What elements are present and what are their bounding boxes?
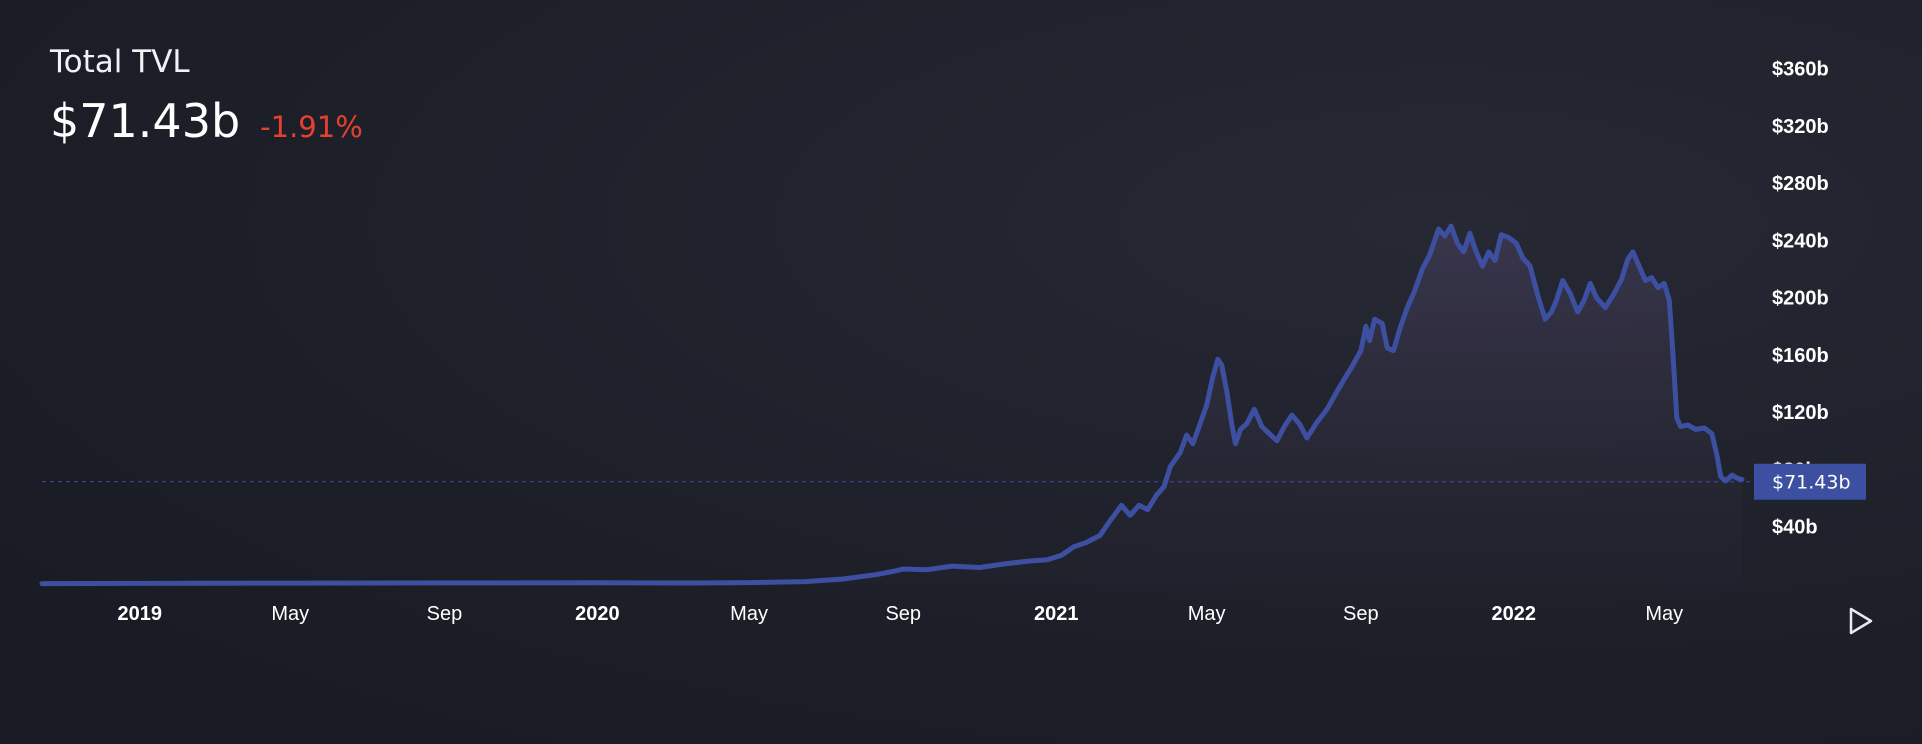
current-value-badge-bg	[1754, 463, 1866, 500]
x-tick-label: Sep	[885, 603, 921, 625]
value-row: $71.43b -1.91%	[50, 94, 363, 148]
y-tick-label: $200b	[1772, 288, 1829, 310]
current-value-badge: $71.43b	[1754, 463, 1866, 500]
y-tick-label: $360b	[1772, 59, 1829, 81]
x-tick-label: 2022	[1492, 603, 1537, 625]
y-tick-label: $240b	[1772, 230, 1829, 252]
y-tick-label: $320b	[1772, 116, 1829, 138]
current-value-badge-label: $71.43b	[1772, 472, 1851, 494]
x-tick-label: 2020	[575, 603, 620, 625]
y-tick-label: $40b	[1772, 517, 1818, 539]
header: Total TVL $71.43b -1.91%	[50, 44, 363, 148]
x-tick-label: May	[1645, 603, 1683, 625]
x-tick-label: 2021	[1034, 603, 1079, 625]
play-button[interactable]	[1848, 606, 1874, 636]
play-icon	[1849, 607, 1873, 635]
x-tick-label: Sep	[427, 603, 463, 625]
x-tick-label: May	[730, 603, 768, 625]
x-tick-label: May	[1188, 603, 1226, 625]
y-tick-label: $280b	[1772, 173, 1829, 195]
x-axis: 2019 May Sep 2020 May Sep 2021 May Sep 2022 May	[118, 603, 1684, 625]
y-tick-label: $120b	[1772, 402, 1829, 424]
x-tick-label: May	[271, 603, 309, 625]
total-value: $71.43b	[50, 94, 241, 148]
tvl-area	[42, 226, 1742, 584]
y-tick-label: $160b	[1772, 345, 1829, 367]
change-percent: -1.91%	[260, 110, 363, 144]
x-tick-label: Sep	[1343, 603, 1379, 625]
chart-title: Total TVL	[50, 44, 190, 80]
tvl-line	[39, 223, 1745, 587]
x-tick-label: 2019	[118, 603, 163, 625]
